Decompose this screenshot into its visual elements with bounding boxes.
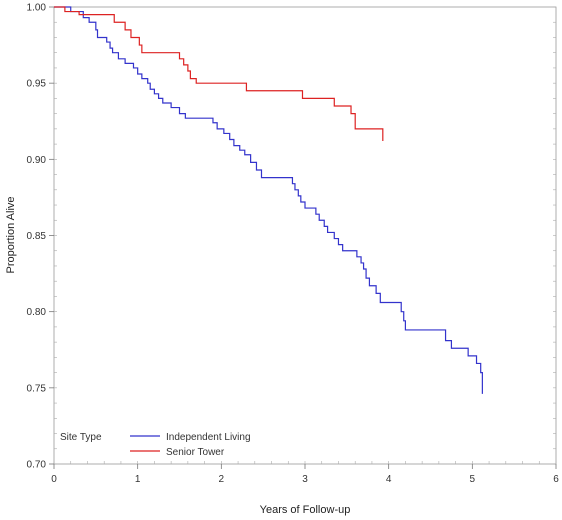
y-tick-label: 0.85 [27,231,47,242]
plot-frame [53,6,557,465]
x-tick-label: 1 [135,474,141,485]
minor-ticks [53,6,557,465]
y-tick-label: 0.70 [27,460,47,471]
series-lines [54,6,483,394]
y-tick-label: 1.00 [27,3,47,14]
x-tick-label: 0 [51,474,57,485]
x-tick-label: 5 [470,474,476,485]
legend-title: Site Type [60,432,102,443]
legend-label-independent-living: Independent Living [166,432,251,443]
y-axis-ticks: 0.70 0.75 0.80 0.85 0.90 0.95 1.00 [27,3,54,471]
x-axis-ticks: 0 1 2 3 4 5 6 [51,464,559,485]
x-axis-title: Years of Follow-up [260,504,351,516]
series-line-independent-living [54,6,483,394]
legend: Site Type Independent Living Senior Towe… [60,432,251,458]
y-tick-label: 0.80 [27,307,47,318]
x-tick-label: 6 [553,474,559,485]
x-tick-label: 4 [386,474,392,485]
y-tick-label: 0.75 [27,383,47,394]
x-tick-label: 3 [302,474,308,485]
x-tick-label: 2 [219,474,225,485]
y-tick-label: 0.90 [27,155,47,166]
y-axis-title: Proportion Alive [5,196,17,273]
legend-label-senior-tower: Senior Tower [166,447,225,458]
y-tick-label: 0.95 [27,79,47,90]
series-line-senior-tower [54,6,384,142]
